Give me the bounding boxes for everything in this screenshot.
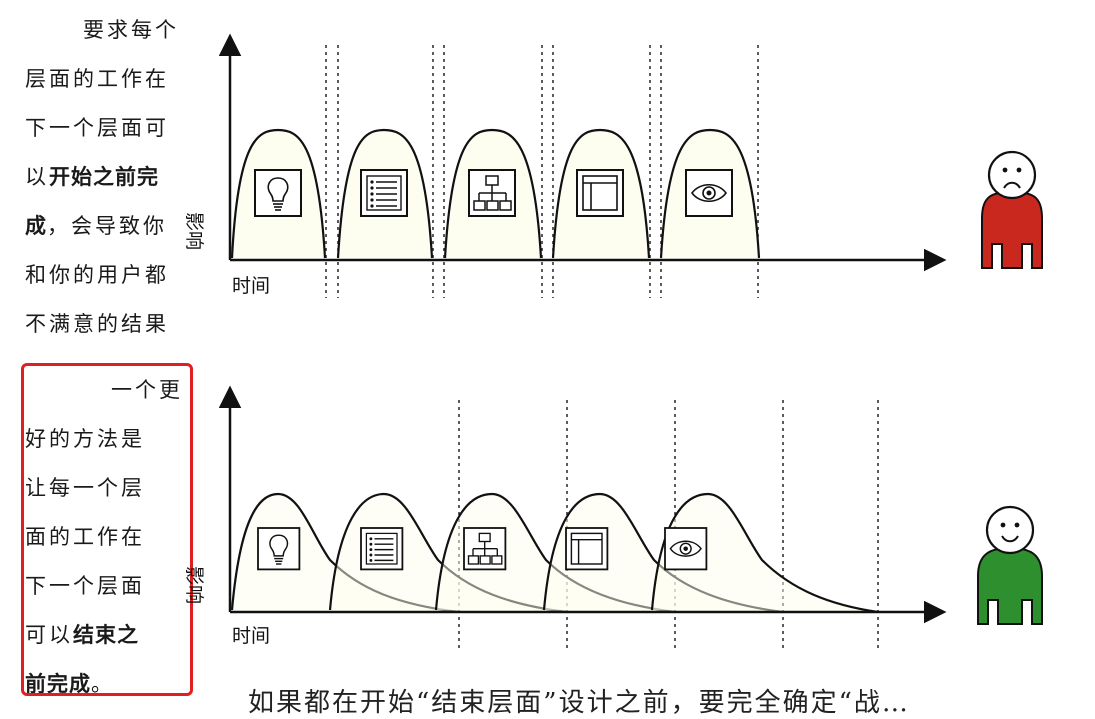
text-segment: 不满意的结果 bbox=[25, 312, 169, 336]
bottom-curve-5 bbox=[650, 492, 879, 614]
emphasized-text: 前完成 bbox=[25, 672, 91, 696]
sad-user-head bbox=[987, 150, 1037, 200]
text-line: 不满意的结果 bbox=[25, 300, 179, 349]
highlight-box bbox=[21, 363, 193, 696]
text-line: 一个更 bbox=[25, 366, 183, 415]
sitemap-icon bbox=[468, 169, 516, 217]
text-line: 成，会导致你 bbox=[25, 202, 179, 251]
bottom-curves bbox=[230, 492, 879, 614]
list-icon bbox=[360, 169, 408, 217]
sad-user-body bbox=[981, 190, 1043, 269]
layout-icon bbox=[576, 169, 624, 217]
lightbulb-icon bbox=[257, 527, 301, 571]
emphasized-text: 开始之前完 bbox=[49, 165, 159, 189]
eye-icon bbox=[685, 169, 733, 217]
happy-user-figure bbox=[977, 505, 1043, 625]
bottom-y-axis-label: 影响 bbox=[183, 566, 205, 604]
text-segment: 和你的用户都 bbox=[25, 263, 169, 287]
text-line: 层面的工作在 bbox=[25, 55, 179, 104]
sitemap-icon bbox=[463, 527, 507, 571]
eye-icon bbox=[664, 527, 708, 571]
text-line: 让每一个层 bbox=[25, 464, 183, 513]
top-x-axis-label: 时间 bbox=[232, 275, 270, 297]
text-line: 可以结束之 bbox=[25, 611, 183, 660]
happy-user-body bbox=[977, 546, 1043, 625]
text-segment: 下一个层面 bbox=[25, 574, 145, 598]
text-segment: 层面的工作在 bbox=[25, 67, 169, 91]
text-segment: 可以 bbox=[25, 623, 73, 647]
text-segment: ，会导致你 bbox=[47, 214, 167, 238]
text-line: 和你的用户都 bbox=[25, 251, 179, 300]
sad-user-mouth bbox=[1003, 181, 1021, 189]
layout-icon bbox=[565, 527, 609, 571]
lightbulb-icon bbox=[254, 169, 302, 217]
text-segment: 以 bbox=[25, 165, 49, 189]
text-segment: 一个更 bbox=[111, 378, 183, 402]
text-segment: 。 bbox=[91, 672, 115, 696]
planes-timing-diagram: 时间 影响 bbox=[183, 33, 1043, 652]
text-line: 以开始之前完 bbox=[25, 153, 179, 202]
top-y-axis-label: 影响 bbox=[183, 212, 205, 250]
top-chart: 时间 影响 bbox=[183, 33, 1043, 298]
text-line: 下一个层面 bbox=[25, 562, 183, 611]
bottom-x-axis-label: 时间 bbox=[232, 625, 270, 647]
emphasized-text: 成 bbox=[25, 214, 47, 238]
text-segment: 面的工作在 bbox=[25, 525, 145, 549]
text-line: 前完成。 bbox=[25, 660, 183, 709]
text-segment: 让每一个层 bbox=[25, 476, 145, 500]
bottom-chart: 时间 影响 bbox=[183, 385, 1043, 652]
sad-user-figure bbox=[981, 150, 1043, 269]
text-segment: 要求每个 bbox=[83, 18, 179, 42]
list-icon bbox=[360, 527, 404, 571]
happy-user-head bbox=[985, 505, 1035, 555]
text-line: 下一个层面可 bbox=[25, 104, 179, 153]
text-line: 面的工作在 bbox=[25, 513, 183, 562]
emphasized-text: 结束之 bbox=[73, 623, 139, 647]
text-segment: 下一个层面可 bbox=[25, 116, 169, 140]
happy-user-mouth bbox=[1001, 535, 1019, 543]
text-line: 要求每个 bbox=[25, 6, 179, 55]
text-line: 好的方法是 bbox=[25, 415, 183, 464]
text-segment: 好的方法是 bbox=[25, 427, 145, 451]
top-explanation-text: 要求每个 层面的工作在 下一个层面可 以开始之前完 成，会导致你 和你的用户都 不满意的结果 bbox=[25, 6, 179, 349]
bottom-explanation-text: 一个更 好的方法是 让每一个层 面的工作在 下一个层面 可以结束之 前完成。 bbox=[25, 366, 183, 709]
